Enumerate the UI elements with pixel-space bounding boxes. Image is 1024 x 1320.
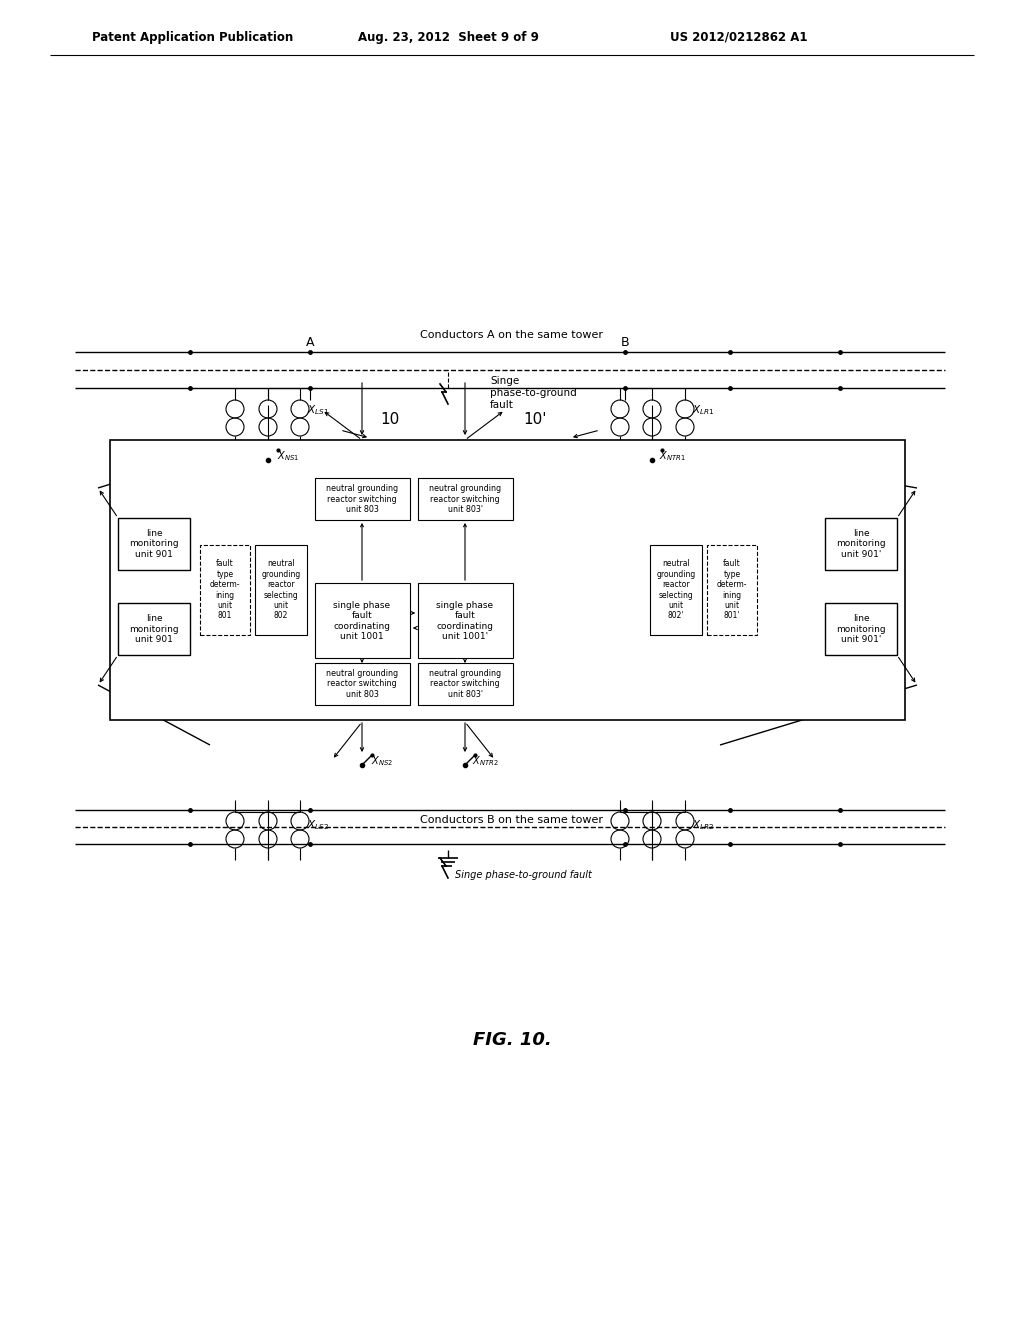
FancyBboxPatch shape xyxy=(650,545,702,635)
FancyBboxPatch shape xyxy=(110,440,905,719)
Text: $X_{LR1}$: $X_{LR1}$ xyxy=(691,403,715,417)
Text: Conductors B on the same tower: Conductors B on the same tower xyxy=(421,814,603,825)
Text: line
monitoring
unit 901': line monitoring unit 901' xyxy=(837,614,886,644)
FancyBboxPatch shape xyxy=(825,603,897,655)
Text: US 2012/0212862 A1: US 2012/0212862 A1 xyxy=(670,30,808,44)
Text: single phase
fault
coordinating
unit 1001': single phase fault coordinating unit 100… xyxy=(436,601,494,642)
Text: 10: 10 xyxy=(380,412,399,428)
FancyBboxPatch shape xyxy=(418,583,513,657)
Text: 10': 10' xyxy=(523,412,547,428)
FancyBboxPatch shape xyxy=(418,478,513,520)
Text: line
monitoring
unit 901': line monitoring unit 901' xyxy=(837,529,886,558)
Text: B: B xyxy=(621,335,630,348)
Text: Aug. 23, 2012  Sheet 9 of 9: Aug. 23, 2012 Sheet 9 of 9 xyxy=(358,30,539,44)
Text: line
monitoring
unit 901: line monitoring unit 901 xyxy=(129,529,179,558)
Text: Singe
phase-to-ground
fault: Singe phase-to-ground fault xyxy=(490,376,577,409)
FancyBboxPatch shape xyxy=(315,478,410,520)
FancyBboxPatch shape xyxy=(200,545,250,635)
FancyBboxPatch shape xyxy=(707,545,757,635)
FancyBboxPatch shape xyxy=(825,517,897,570)
Text: neutral grounding
reactor switching
unit 803': neutral grounding reactor switching unit… xyxy=(429,669,501,698)
Text: Patent Application Publication: Patent Application Publication xyxy=(92,30,293,44)
Text: $X_{NTR2}$: $X_{NTR2}$ xyxy=(472,754,499,768)
Text: fault
type
determ-
ining
unit
801: fault type determ- ining unit 801 xyxy=(210,560,241,620)
Text: $X_{LS1}$: $X_{LS1}$ xyxy=(307,403,329,417)
FancyBboxPatch shape xyxy=(255,545,307,635)
Text: line
monitoring
unit 901: line monitoring unit 901 xyxy=(129,614,179,644)
Text: neutral grounding
reactor switching
unit 803: neutral grounding reactor switching unit… xyxy=(326,484,398,513)
FancyBboxPatch shape xyxy=(118,517,190,570)
FancyBboxPatch shape xyxy=(315,583,410,657)
Text: A: A xyxy=(306,335,314,348)
Text: neutral grounding
reactor switching
unit 803': neutral grounding reactor switching unit… xyxy=(429,484,501,513)
Text: $X_{NS1}$: $X_{NS1}$ xyxy=(276,449,299,463)
Text: $X_{NS2}$: $X_{NS2}$ xyxy=(371,754,393,768)
FancyBboxPatch shape xyxy=(118,603,190,655)
Text: neutral grounding
reactor switching
unit 803: neutral grounding reactor switching unit… xyxy=(326,669,398,698)
FancyBboxPatch shape xyxy=(315,663,410,705)
Text: Singe phase-to-ground fault: Singe phase-to-ground fault xyxy=(455,870,592,880)
Text: single phase
fault
coordinating
unit 1001: single phase fault coordinating unit 100… xyxy=(334,601,390,642)
Text: $X_{NTR1}$: $X_{NTR1}$ xyxy=(658,449,685,463)
Text: $X_{LS2}$: $X_{LS2}$ xyxy=(307,818,329,832)
FancyBboxPatch shape xyxy=(418,663,513,705)
Text: neutral
grounding
reactor
selecting
unit
802: neutral grounding reactor selecting unit… xyxy=(261,560,301,620)
Text: fault
type
determ-
ining
unit
801': fault type determ- ining unit 801' xyxy=(717,560,748,620)
Text: FIG. 10.: FIG. 10. xyxy=(473,1031,551,1049)
Text: $X_{LR2}$: $X_{LR2}$ xyxy=(692,818,715,832)
Text: neutral
grounding
reactor
selecting
unit
802': neutral grounding reactor selecting unit… xyxy=(656,560,695,620)
Text: Conductors A on the same tower: Conductors A on the same tower xyxy=(421,330,603,341)
